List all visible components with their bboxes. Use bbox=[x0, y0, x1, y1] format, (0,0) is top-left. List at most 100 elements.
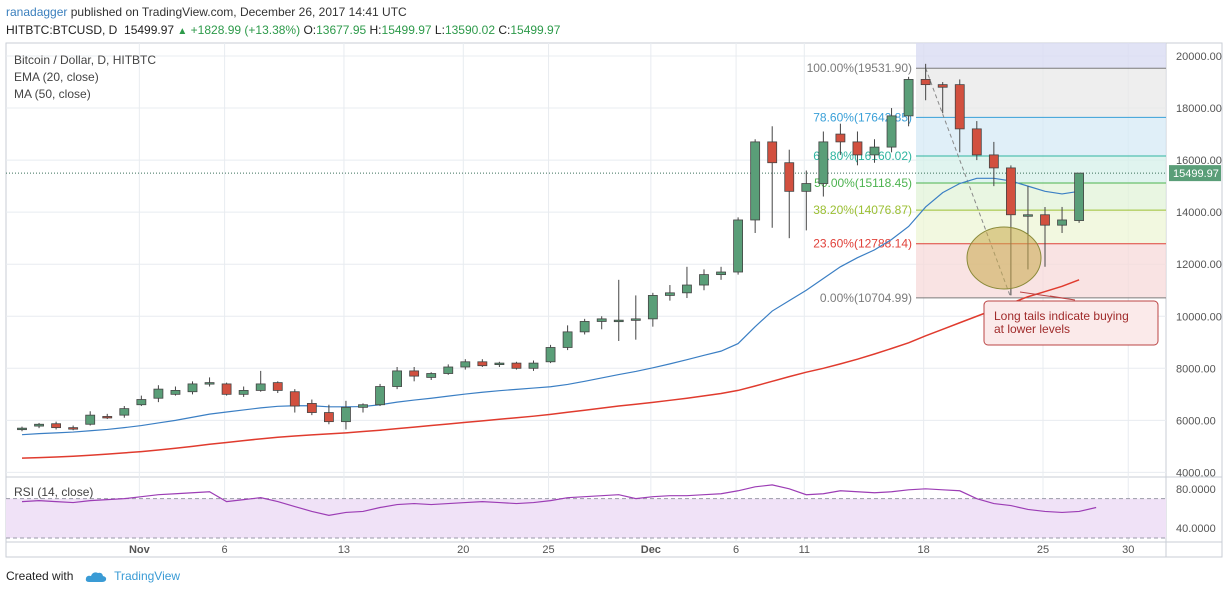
created-with-label: Created with bbox=[6, 569, 74, 583]
candle-body bbox=[341, 406, 351, 423]
candle-body bbox=[51, 423, 61, 429]
author-link[interactable]: ranadagger bbox=[6, 5, 68, 19]
fib-level-label: 23.60%(12788.14) bbox=[813, 237, 912, 251]
rsi-tick-label: 80.0000 bbox=[1176, 484, 1216, 496]
candle bbox=[51, 421, 61, 430]
candle bbox=[17, 426, 27, 432]
candle bbox=[1074, 172, 1084, 223]
candle-body bbox=[579, 321, 590, 333]
fib-level-label: 38.20%(14076.87) bbox=[813, 203, 912, 217]
candle bbox=[85, 411, 96, 426]
close-value: 15499.97 bbox=[510, 23, 561, 37]
low-value: 13590.02 bbox=[444, 23, 495, 37]
candle-body bbox=[119, 408, 130, 416]
candle-body bbox=[545, 347, 556, 363]
candle-body bbox=[187, 383, 198, 393]
candle-body bbox=[1074, 172, 1084, 221]
candle bbox=[1057, 206, 1067, 233]
callout-text: Long tails indicate buying bbox=[994, 309, 1129, 323]
low-label: L: bbox=[434, 23, 445, 37]
price-axis[interactable]: 20000.00 18000.00 16000.00 14000.00 12000.00… bbox=[1169, 51, 1222, 479]
candle-body bbox=[306, 403, 317, 413]
candle bbox=[903, 76, 914, 127]
price-tick-label: 18000.00 bbox=[1176, 103, 1222, 115]
candle-body bbox=[954, 84, 965, 130]
candle bbox=[835, 123, 846, 155]
candle-body bbox=[869, 146, 880, 156]
candle bbox=[477, 359, 488, 367]
candle bbox=[971, 121, 982, 161]
candle-body bbox=[85, 414, 96, 425]
callout-pointer bbox=[1019, 291, 1076, 301]
chart-frame bbox=[5, 42, 1223, 558]
open-value: 13677.95 bbox=[316, 23, 367, 37]
candle-body bbox=[204, 382, 215, 385]
candle bbox=[511, 361, 522, 370]
publish-info: published on TradingView.com, December 2… bbox=[70, 5, 407, 19]
candle-body bbox=[784, 162, 795, 192]
footer: Created with TradingView bbox=[6, 569, 180, 583]
candle-body bbox=[34, 423, 44, 427]
open-label: O: bbox=[303, 23, 317, 37]
candle-body bbox=[630, 318, 641, 321]
candle-body bbox=[1006, 167, 1016, 216]
candle-body bbox=[255, 383, 266, 391]
candle-body bbox=[511, 362, 522, 369]
highlight-ellipse bbox=[966, 226, 1042, 290]
candle bbox=[852, 131, 863, 166]
candle bbox=[460, 359, 471, 370]
candle-body bbox=[221, 383, 232, 395]
candle bbox=[494, 361, 505, 367]
candle-body bbox=[460, 361, 471, 368]
price-tick-label: 20000.00 bbox=[1176, 51, 1222, 63]
candle-body bbox=[1040, 214, 1050, 226]
symbol-name: HITBTC:BTCUSD, D bbox=[6, 23, 118, 37]
candle-body bbox=[937, 84, 948, 88]
candle bbox=[562, 325, 573, 351]
time-axis[interactable]: Nov 6 13 20 25 Dec 6 11 18 25 30 bbox=[129, 544, 1134, 556]
time-tick-label: 25 bbox=[1037, 544, 1049, 556]
candle-body bbox=[562, 331, 573, 348]
candle bbox=[306, 399, 317, 416]
last-price-tag-label: 15499.97 bbox=[1173, 168, 1219, 180]
candle bbox=[238, 386, 249, 397]
tradingview-link[interactable]: TradingView bbox=[114, 569, 181, 583]
candle-body bbox=[767, 141, 778, 164]
candle bbox=[187, 381, 198, 395]
candle bbox=[102, 413, 113, 420]
candle-body bbox=[699, 274, 709, 286]
candle-body bbox=[477, 361, 488, 367]
candle-body bbox=[1057, 219, 1067, 226]
candle bbox=[699, 269, 709, 291]
candle-body bbox=[272, 382, 283, 391]
moving-averages bbox=[21, 177, 1080, 459]
time-tick-label: 6 bbox=[222, 544, 228, 556]
candle bbox=[630, 295, 641, 340]
candle bbox=[988, 141, 999, 187]
fib-level-label: 100.00%(19531.90) bbox=[807, 61, 912, 75]
candle-body bbox=[733, 219, 743, 273]
candle-body bbox=[392, 370, 403, 387]
high-value: 15499.97 bbox=[381, 23, 432, 37]
candle bbox=[409, 367, 420, 382]
candle-body bbox=[988, 154, 999, 169]
legend-ema: EMA (20, close) bbox=[14, 70, 99, 84]
candle-body bbox=[68, 427, 79, 430]
candle bbox=[375, 383, 385, 407]
candle-body bbox=[170, 390, 181, 395]
candle-body bbox=[596, 318, 607, 322]
candle-body bbox=[375, 386, 385, 406]
rsi-band bbox=[6, 498, 1166, 538]
candle bbox=[682, 266, 692, 299]
candle bbox=[937, 82, 948, 114]
candle bbox=[153, 385, 164, 403]
price-tick-label: 8000.00 bbox=[1176, 363, 1216, 375]
candle-body bbox=[323, 412, 334, 423]
high-label: H: bbox=[369, 23, 382, 37]
candle bbox=[272, 381, 283, 394]
candle-body bbox=[1023, 214, 1033, 217]
candle bbox=[255, 370, 266, 392]
fib-level-label: 50.00%(15118.45) bbox=[814, 176, 912, 190]
